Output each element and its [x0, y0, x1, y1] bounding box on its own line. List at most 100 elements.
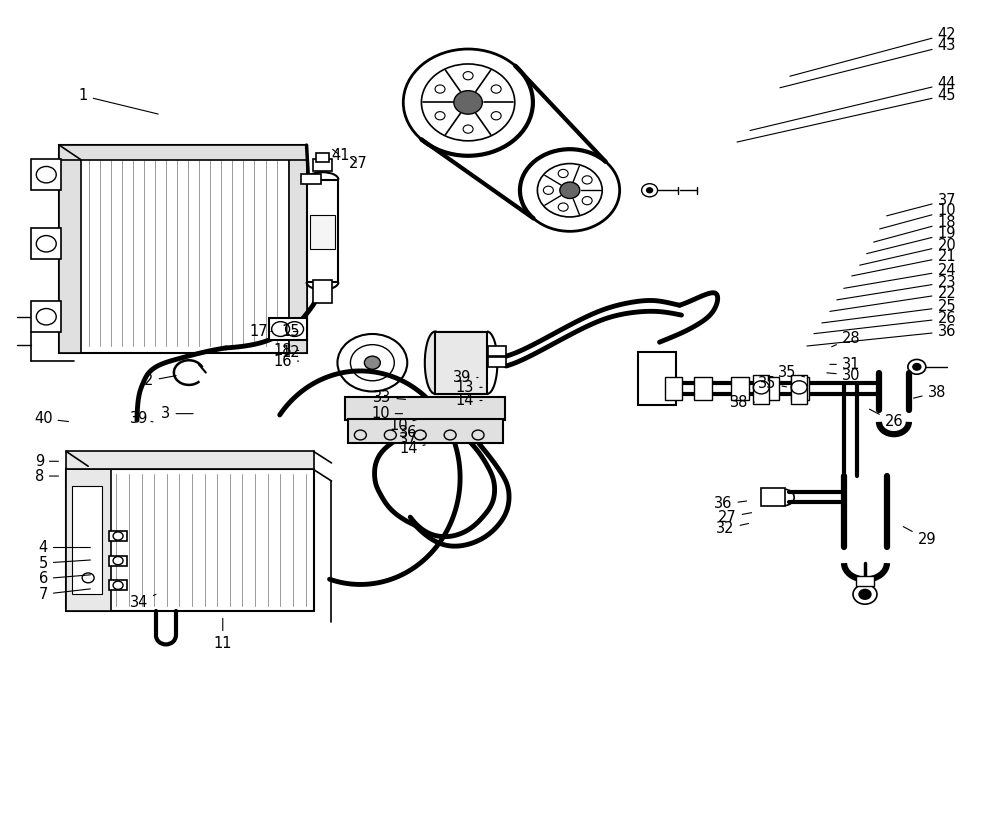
Text: 14: 14: [456, 393, 482, 408]
Text: 9: 9: [35, 454, 58, 469]
Bar: [488, 346, 506, 356]
Bar: [109, 531, 127, 541]
Bar: [59, 145, 81, 353]
Text: 27: 27: [349, 157, 368, 171]
Bar: [316, 153, 329, 162]
Bar: [731, 377, 749, 400]
Circle shape: [364, 356, 380, 369]
Bar: [66, 452, 314, 470]
Text: 21: 21: [852, 250, 956, 276]
Bar: [791, 375, 807, 404]
Bar: [761, 377, 779, 400]
Text: 8: 8: [35, 469, 58, 484]
Bar: [307, 180, 338, 283]
Bar: [31, 159, 61, 190]
Text: 40: 40: [34, 411, 68, 426]
Text: 28: 28: [832, 330, 860, 347]
Text: 33: 33: [373, 390, 405, 405]
Text: 3: 3: [161, 406, 193, 421]
Text: 34: 34: [130, 594, 156, 610]
Text: 37: 37: [887, 193, 956, 216]
Text: 41: 41: [331, 148, 350, 163]
Text: 22: 22: [830, 286, 956, 311]
Bar: [345, 397, 505, 420]
Text: 13: 13: [456, 380, 482, 395]
Bar: [109, 580, 127, 590]
Text: 30: 30: [827, 368, 860, 382]
Text: 1: 1: [79, 88, 158, 114]
Text: 25: 25: [822, 299, 956, 323]
Text: 38: 38: [730, 395, 755, 410]
Bar: [488, 357, 506, 367]
Text: 42: 42: [790, 26, 956, 77]
Text: 31: 31: [830, 357, 860, 372]
Text: 14: 14: [399, 442, 425, 456]
Text: 18: 18: [874, 215, 956, 242]
Text: 36: 36: [399, 425, 424, 440]
Bar: [313, 280, 332, 302]
Text: 11: 11: [214, 619, 232, 651]
Bar: [31, 301, 61, 332]
Text: 36: 36: [807, 324, 956, 346]
Bar: [753, 375, 769, 404]
Text: 23: 23: [837, 274, 956, 300]
Text: 45: 45: [737, 87, 956, 142]
Bar: [856, 576, 874, 586]
Bar: [59, 145, 307, 353]
Bar: [66, 470, 111, 611]
Text: 35: 35: [778, 365, 804, 380]
Text: 18: 18: [273, 343, 299, 358]
Text: 16: 16: [273, 353, 299, 368]
Text: 27: 27: [718, 509, 752, 525]
Bar: [269, 318, 307, 339]
Text: 20: 20: [860, 238, 956, 265]
Text: 24: 24: [844, 263, 956, 288]
Bar: [435, 331, 487, 394]
Bar: [761, 489, 785, 507]
Text: 38: 38: [914, 385, 946, 400]
Text: 39: 39: [453, 370, 478, 385]
Circle shape: [647, 188, 653, 193]
Text: 32: 32: [716, 521, 749, 536]
Text: 43: 43: [780, 38, 956, 88]
Text: 26: 26: [869, 410, 903, 429]
Text: 4: 4: [39, 540, 90, 555]
Text: 36: 36: [714, 497, 747, 512]
Text: 2: 2: [144, 373, 176, 388]
Bar: [665, 377, 682, 400]
Text: 10: 10: [371, 406, 402, 421]
Circle shape: [454, 91, 482, 115]
Circle shape: [560, 182, 580, 199]
Circle shape: [913, 363, 921, 370]
Bar: [59, 145, 307, 160]
Text: 19: 19: [867, 227, 956, 254]
Text: 39: 39: [130, 411, 153, 426]
Text: 29: 29: [903, 527, 936, 547]
Bar: [31, 228, 61, 260]
Bar: [72, 486, 102, 594]
Circle shape: [859, 589, 871, 599]
Bar: [289, 145, 307, 353]
Bar: [638, 352, 676, 405]
Bar: [791, 377, 809, 400]
Text: 26: 26: [814, 311, 956, 334]
Bar: [313, 159, 332, 171]
Text: 17: 17: [249, 324, 273, 339]
Bar: [310, 215, 335, 250]
Text: 12: 12: [281, 345, 306, 360]
Text: 10: 10: [389, 418, 418, 433]
Text: 7: 7: [39, 587, 90, 602]
Bar: [694, 377, 712, 400]
Text: 5: 5: [39, 555, 90, 570]
Bar: [301, 174, 320, 184]
Ellipse shape: [425, 331, 446, 394]
Text: 15: 15: [281, 324, 300, 339]
Text: 6: 6: [39, 571, 90, 586]
Text: 44: 44: [750, 76, 956, 130]
Text: 35: 35: [758, 376, 786, 391]
Bar: [109, 555, 127, 565]
Bar: [348, 419, 503, 443]
Text: 37: 37: [399, 433, 424, 447]
Text: 10: 10: [880, 204, 956, 229]
Bar: [66, 470, 314, 611]
